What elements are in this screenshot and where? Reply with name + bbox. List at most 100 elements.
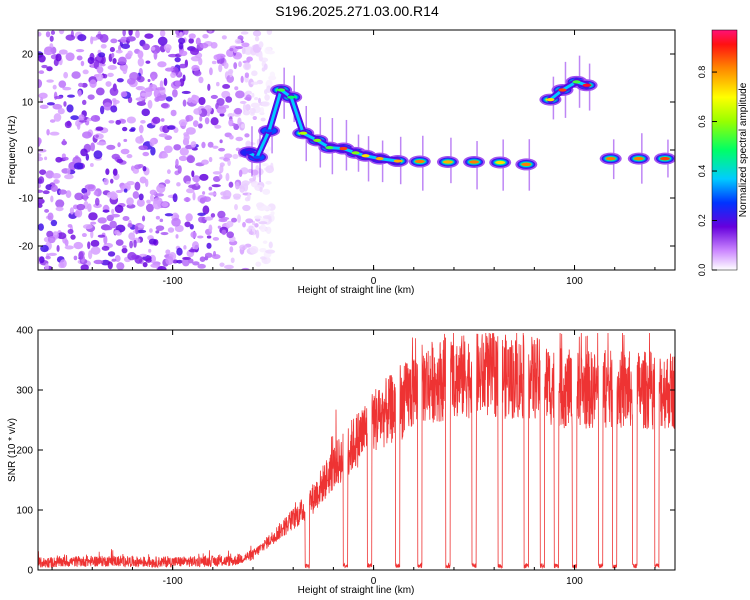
noise-blob — [53, 179, 60, 184]
noise-blob — [265, 226, 272, 234]
noise-blob — [211, 60, 217, 65]
noise-blob — [241, 180, 250, 186]
noise-blob — [142, 43, 150, 51]
noise-blob — [229, 246, 234, 253]
spectrogram-x-axis-label: Height of straight line (km) — [298, 285, 415, 296]
noise-blob — [157, 36, 168, 46]
noise-blob — [251, 92, 255, 98]
noise-blob — [138, 124, 144, 134]
noise-blob — [136, 229, 147, 234]
noise-blob — [132, 191, 140, 199]
noise-blob — [46, 230, 54, 238]
noise-blob — [158, 133, 168, 138]
spectrogram-y-tick-label: -10 — [19, 194, 34, 205]
noise-blob — [226, 231, 234, 239]
noise-blob — [155, 225, 165, 231]
noise-blob — [188, 38, 194, 44]
noise-blob — [122, 65, 128, 75]
noise-blob — [134, 164, 142, 170]
noise-blob — [137, 224, 145, 228]
noise-blob — [198, 216, 206, 223]
spectrogram-x-tick-label: 100 — [566, 276, 583, 287]
noise-blob — [63, 101, 67, 107]
trace-core — [496, 160, 505, 165]
noise-blob — [250, 81, 260, 85]
noise-blob — [46, 66, 53, 72]
noise-blob — [235, 136, 244, 142]
noise-blob — [165, 249, 171, 255]
noise-blob — [197, 123, 203, 129]
noise-blob — [110, 38, 118, 44]
trace-core — [443, 160, 452, 164]
noise-blob — [244, 196, 250, 202]
noise-blob — [78, 82, 84, 87]
noise-blob — [104, 226, 113, 231]
noise-blob — [159, 30, 166, 37]
noise-blob — [99, 34, 109, 43]
noise-blob — [95, 73, 104, 82]
noise-blob — [126, 197, 134, 206]
noise-blob — [178, 50, 188, 57]
noise-blob — [87, 203, 92, 213]
noise-blob — [186, 181, 191, 185]
noise-blob — [216, 81, 220, 87]
noise-blob — [38, 137, 41, 147]
noise-blob — [103, 102, 112, 111]
noise-blob — [126, 78, 136, 85]
noise-blob — [244, 72, 250, 79]
noise-blob — [116, 78, 124, 83]
noise-blob — [174, 224, 184, 233]
noise-blob — [138, 145, 148, 151]
noise-blob — [240, 75, 244, 84]
noise-blob — [260, 117, 266, 122]
noise-blob — [254, 223, 259, 228]
noise-blob — [212, 176, 221, 183]
noise-blob — [228, 181, 234, 188]
noise-blob — [109, 87, 119, 96]
noise-blob — [58, 189, 67, 195]
noise-blob — [97, 234, 106, 238]
noise-blob — [202, 205, 210, 215]
noise-blob — [173, 144, 182, 151]
noise-blob — [140, 92, 148, 97]
noise-blob — [176, 182, 181, 187]
noise-blob — [38, 153, 42, 157]
noise-blob — [186, 155, 195, 164]
noise-blob — [112, 57, 117, 64]
noise-blob — [224, 153, 233, 159]
noise-blob — [219, 113, 225, 117]
noise-blob — [67, 228, 74, 235]
noise-blob — [110, 178, 114, 184]
noise-blob — [164, 67, 174, 72]
noise-blob — [49, 119, 56, 123]
trace-core — [361, 154, 370, 158]
noise-blob — [127, 251, 137, 261]
noise-blob — [49, 131, 60, 136]
noise-blob — [47, 236, 56, 244]
noise-blob — [141, 108, 150, 117]
noise-blob — [127, 223, 133, 228]
noise-blob — [95, 126, 104, 131]
noise-blob — [241, 42, 250, 48]
noise-blob — [197, 212, 206, 217]
noise-blob — [81, 233, 87, 238]
noise-blob — [107, 65, 118, 71]
noise-blob — [204, 216, 214, 221]
noise-blob — [183, 30, 189, 36]
noise-blob — [198, 96, 206, 106]
noise-blob — [82, 224, 93, 230]
noise-blob — [38, 198, 45, 205]
noise-blob — [229, 70, 233, 78]
noise-blob — [178, 63, 187, 69]
noise-blob — [110, 213, 121, 218]
noise-blob — [50, 219, 58, 227]
noise-blob — [202, 191, 206, 195]
noise-blob — [228, 118, 234, 127]
noise-blob — [264, 89, 268, 95]
noise-blob — [160, 103, 169, 109]
noise-blob — [261, 67, 266, 72]
noise-field — [38, 30, 277, 270]
noise-blob — [227, 159, 231, 167]
